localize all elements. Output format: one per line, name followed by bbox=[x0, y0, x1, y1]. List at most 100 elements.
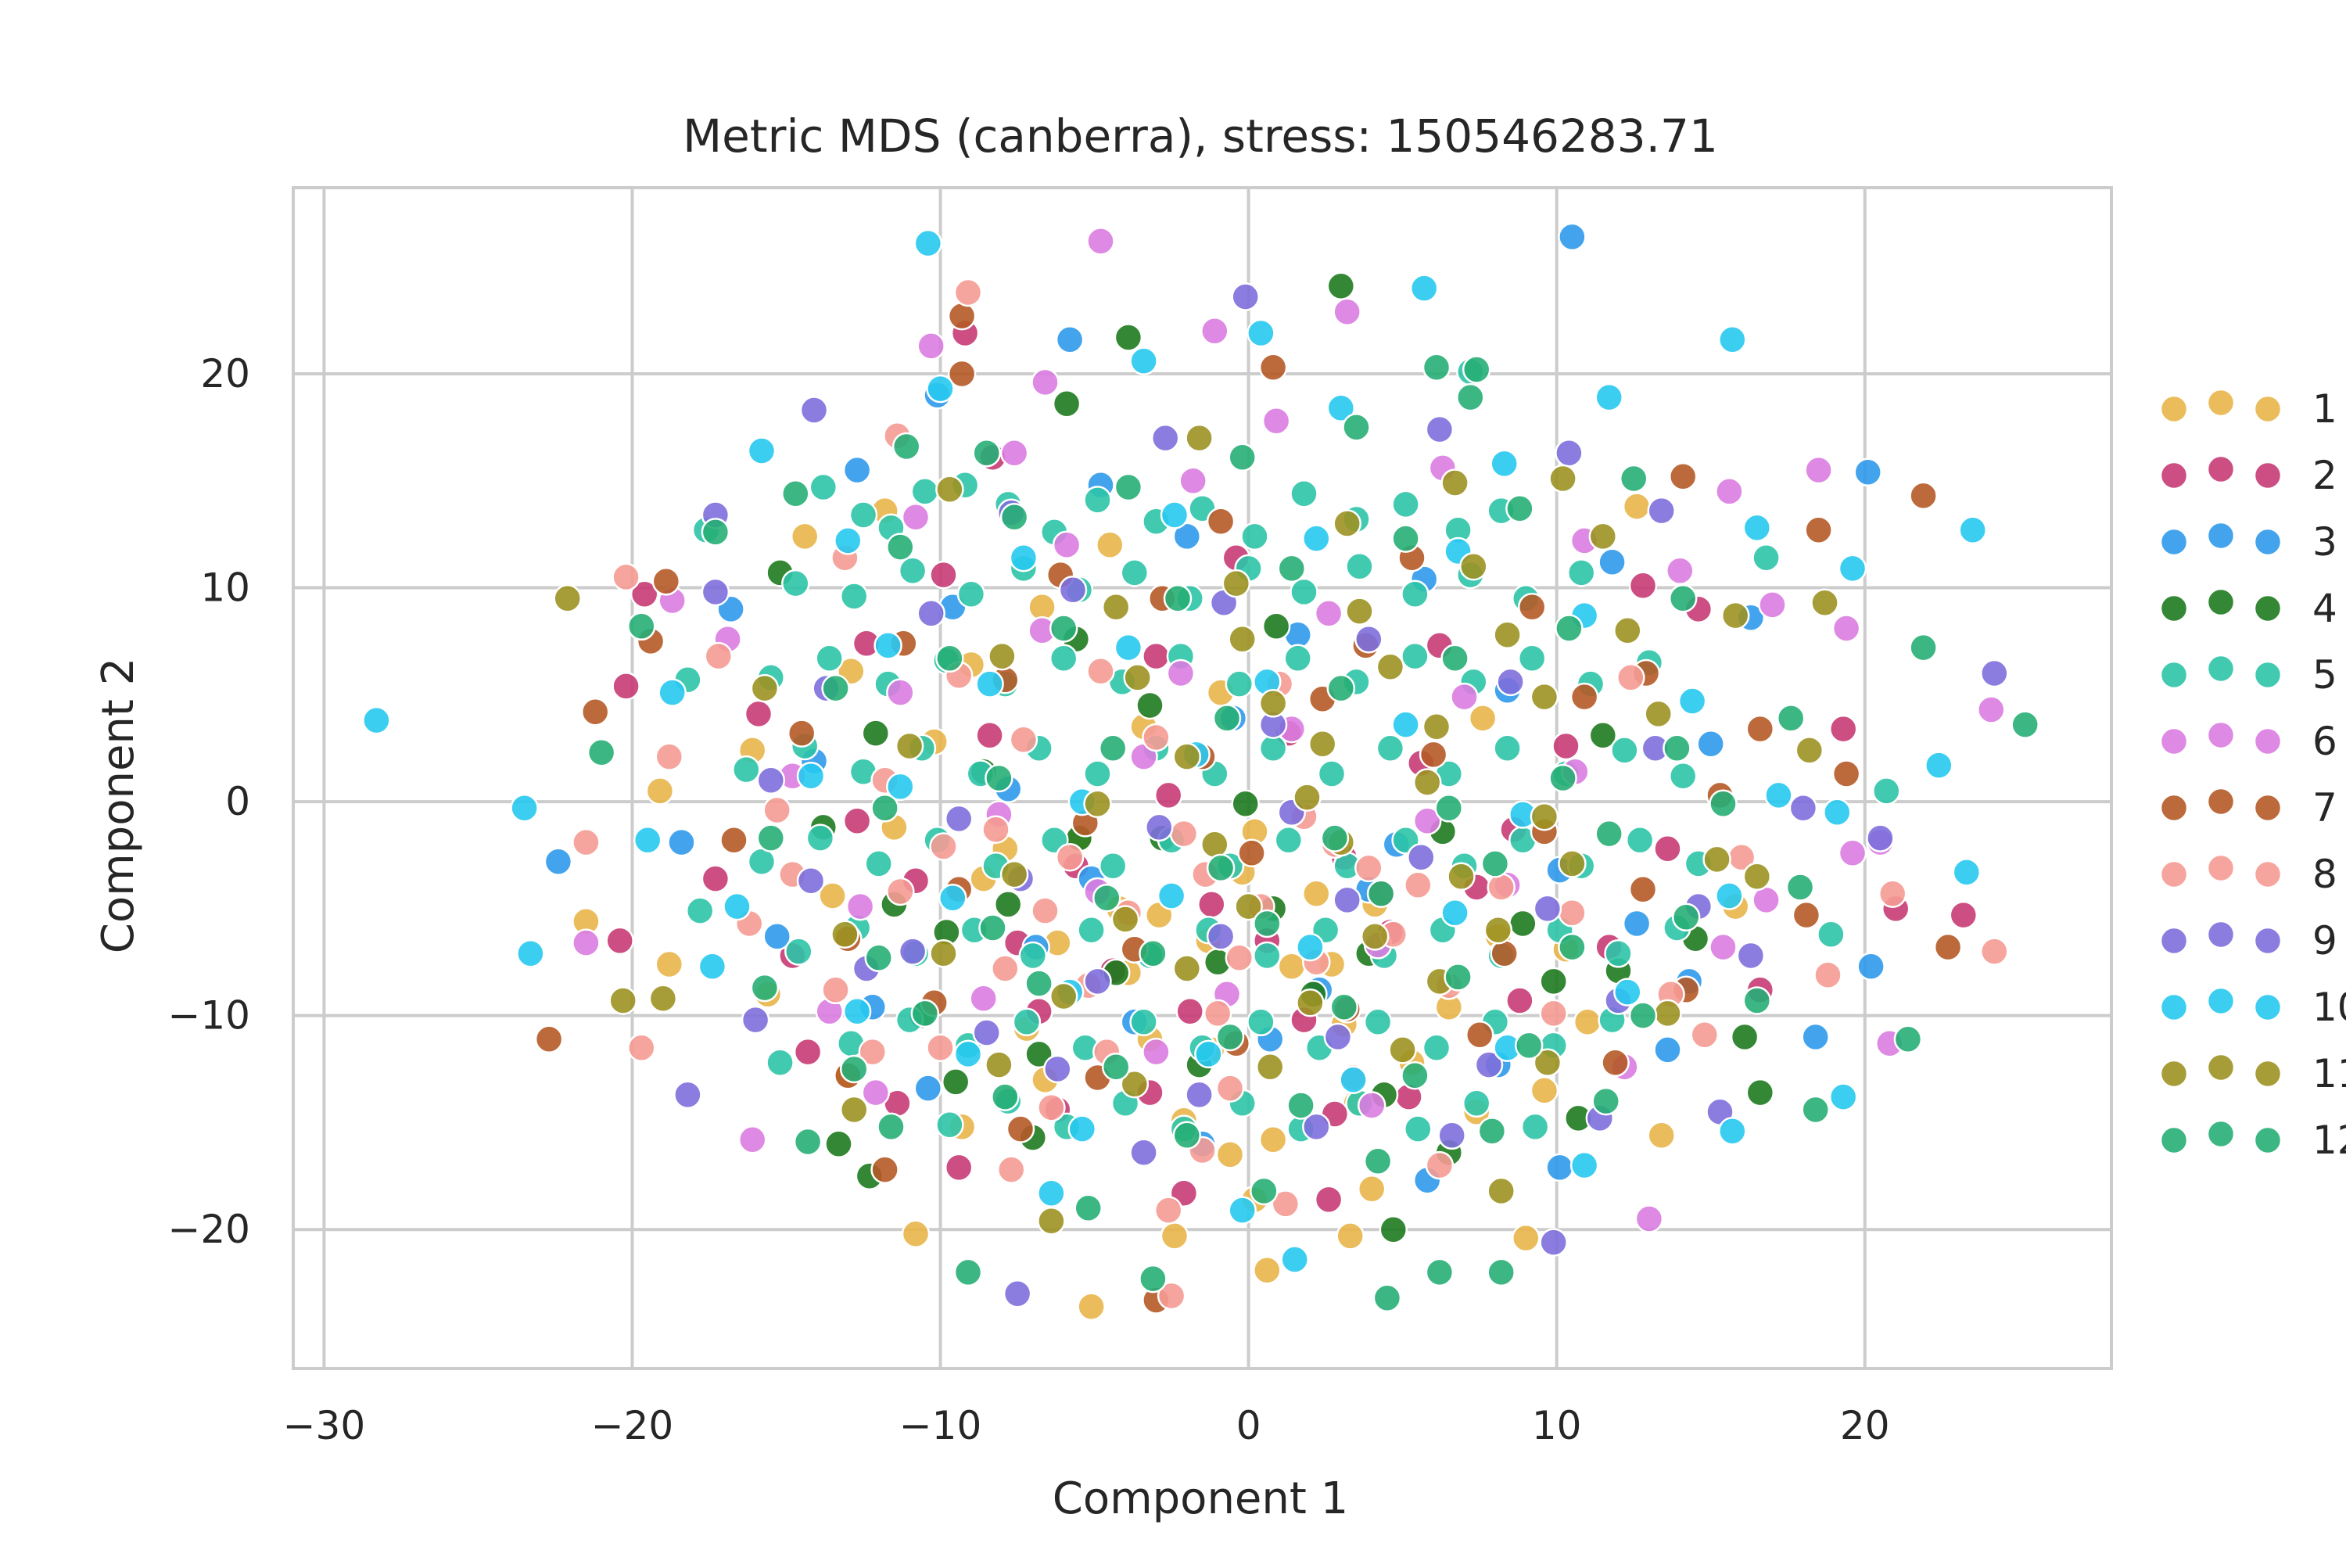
data-point bbox=[913, 1074, 943, 1103]
data-point bbox=[1083, 759, 1112, 788]
data-point bbox=[612, 562, 640, 592]
data-point bbox=[1255, 1053, 1285, 1082]
data-point bbox=[1696, 729, 1725, 759]
data-point bbox=[1447, 862, 1476, 892]
data-point bbox=[805, 823, 835, 852]
legend-marker bbox=[2253, 394, 2283, 424]
legend-marker bbox=[2206, 587, 2236, 617]
data-point bbox=[1758, 590, 1787, 619]
data-point bbox=[1742, 513, 1772, 543]
data-point bbox=[988, 641, 1017, 671]
data-point bbox=[1391, 710, 1420, 739]
legend-marker bbox=[2159, 461, 2189, 490]
data-point bbox=[701, 518, 730, 547]
data-point bbox=[1231, 282, 1260, 311]
legend-marker bbox=[2253, 859, 2283, 889]
data-point bbox=[1508, 909, 1537, 938]
data-point bbox=[1253, 909, 1282, 938]
data-point bbox=[673, 1080, 702, 1110]
data-point bbox=[1228, 1196, 1257, 1225]
data-point bbox=[1668, 762, 1698, 791]
data-point bbox=[1745, 714, 1775, 744]
data-point bbox=[1166, 658, 1196, 688]
x-tick-label: −20 bbox=[591, 1403, 674, 1448]
data-point bbox=[1037, 1093, 1066, 1122]
data-point bbox=[605, 926, 634, 956]
data-point bbox=[1539, 1228, 1568, 1257]
data-point bbox=[1357, 1174, 1386, 1204]
data-point bbox=[1200, 317, 1229, 346]
legend-label: 4 bbox=[2312, 586, 2337, 631]
data-point bbox=[1838, 554, 1867, 583]
data-point bbox=[1077, 915, 1106, 945]
data-point bbox=[1801, 1022, 1830, 1052]
legend-label: 2 bbox=[2312, 453, 2337, 498]
data-point bbox=[1215, 1022, 1245, 1052]
data-point bbox=[572, 928, 601, 957]
data-point bbox=[1980, 937, 2009, 966]
data-point bbox=[1247, 318, 1275, 348]
legend-label: 7 bbox=[2312, 785, 2337, 831]
data-point bbox=[901, 1219, 931, 1248]
data-point bbox=[633, 826, 662, 855]
data-point bbox=[787, 719, 816, 748]
data-point bbox=[1253, 1255, 1282, 1285]
legend-item: 8 bbox=[2159, 852, 2337, 897]
data-point bbox=[1101, 1053, 1131, 1082]
legend-marker bbox=[2159, 859, 2189, 889]
data-point bbox=[1625, 826, 1655, 855]
data-point bbox=[1831, 759, 1861, 788]
data-point bbox=[877, 1112, 906, 1142]
data-point bbox=[1539, 967, 1568, 996]
data-point bbox=[1194, 1039, 1223, 1069]
data-point bbox=[929, 832, 958, 861]
data-point bbox=[612, 672, 640, 701]
data-point bbox=[1776, 704, 1806, 733]
data-point bbox=[845, 892, 875, 921]
data-point bbox=[762, 922, 791, 951]
data-point bbox=[781, 569, 810, 598]
data-point bbox=[815, 644, 844, 673]
legend-label: 1 bbox=[2312, 386, 2337, 432]
data-point bbox=[1838, 838, 1867, 867]
data-point bbox=[723, 892, 752, 921]
data-point bbox=[1086, 227, 1115, 256]
data-point bbox=[1709, 789, 1738, 819]
data-point bbox=[1893, 1024, 1923, 1053]
data-point bbox=[886, 678, 915, 707]
data-point bbox=[793, 1037, 823, 1067]
data-point bbox=[886, 533, 915, 562]
legend-item: 3 bbox=[2159, 519, 2337, 565]
data-point bbox=[1474, 1050, 1504, 1079]
data-point bbox=[891, 432, 921, 461]
data-point bbox=[1555, 438, 1584, 468]
data-point bbox=[1366, 879, 1396, 908]
data-point bbox=[981, 815, 1010, 844]
data-point bbox=[762, 795, 791, 825]
data-point bbox=[1401, 641, 1429, 671]
legend-marker bbox=[2159, 992, 2189, 1022]
data-point bbox=[1031, 896, 1060, 925]
legend-marker bbox=[2159, 926, 2189, 956]
data-point bbox=[658, 678, 687, 707]
data-point bbox=[1074, 1193, 1103, 1223]
legend-marker bbox=[2159, 793, 2189, 823]
legend-marker bbox=[2253, 1125, 2283, 1155]
data-point bbox=[1419, 740, 1448, 770]
legend-label: 11 bbox=[2312, 1051, 2346, 1096]
data-point bbox=[861, 1078, 891, 1107]
data-point bbox=[1083, 486, 1112, 515]
y-tick-label: 10 bbox=[200, 565, 250, 611]
legend-item: 6 bbox=[2159, 719, 2337, 764]
data-point bbox=[1052, 530, 1082, 560]
data-point bbox=[1742, 986, 1772, 1015]
data-point bbox=[969, 984, 998, 1014]
data-point bbox=[941, 1067, 970, 1096]
x-axis-label: Component 1 bbox=[1053, 1473, 1349, 1524]
data-point bbox=[1345, 551, 1374, 581]
data-point bbox=[1083, 967, 1112, 996]
data-point bbox=[667, 827, 696, 857]
data-point bbox=[926, 1033, 955, 1062]
data-point bbox=[1314, 599, 1343, 628]
data-point bbox=[1049, 614, 1078, 643]
